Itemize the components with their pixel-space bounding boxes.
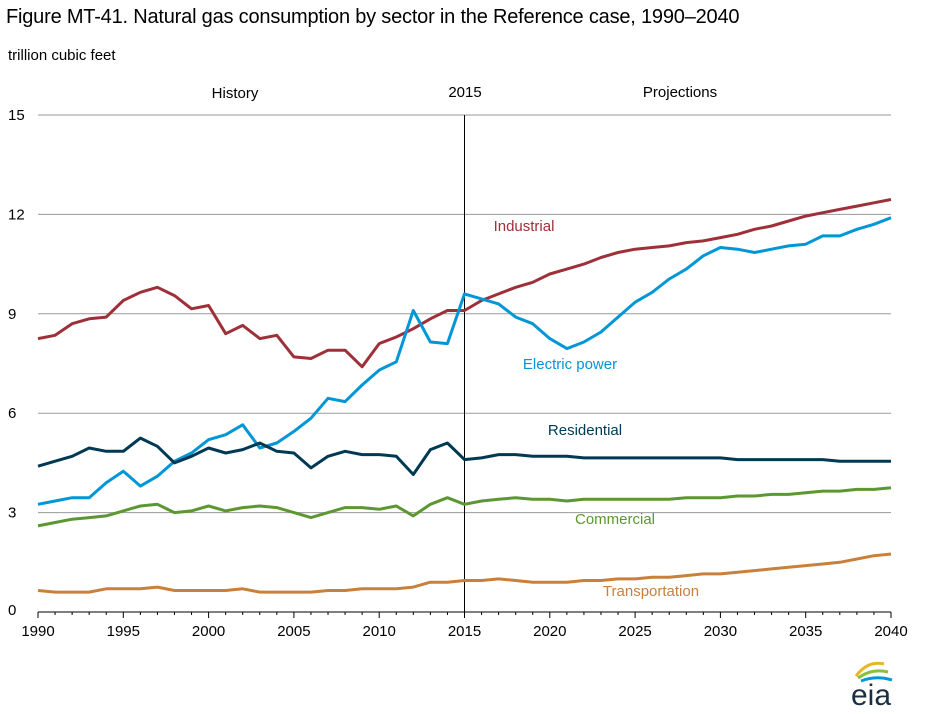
x-tick-label: 2025 <box>618 623 651 640</box>
series-label-commercial: Commercial <box>575 511 655 528</box>
x-tick-label: 2000 <box>192 623 225 640</box>
divider-year-label: 2015 <box>448 84 481 101</box>
series-line-commercial <box>37 486 892 528</box>
series-label-residential: Residential <box>548 422 622 439</box>
series-label-transportation: Transportation <box>603 583 699 600</box>
x-tick-label: 2020 <box>533 623 566 640</box>
series-line-residential <box>37 436 891 476</box>
y-tick-label: 12 <box>8 206 25 223</box>
eia-logo-text: eia <box>851 679 891 712</box>
x-tick-label: 2040 <box>874 623 907 640</box>
x-tick-label: 2005 <box>277 623 310 640</box>
y-tick-label: 0 <box>8 602 16 619</box>
y-tick-label: 9 <box>8 306 16 323</box>
projections-label: Projections <box>643 84 717 101</box>
y-axis-units: trillion cubic feet <box>8 47 116 64</box>
x-tick-label: 1990 <box>21 623 54 640</box>
history-label: History <box>212 85 259 102</box>
sun-rays-icon <box>854 661 893 683</box>
x-tick-label: 1995 <box>107 623 140 640</box>
series-label-electric-power: Electric power <box>523 356 617 373</box>
series-line-transportation <box>37 552 892 594</box>
eia-logo: eia <box>851 661 893 712</box>
x-tick-label: 2035 <box>789 623 822 640</box>
x-tick-label: 2030 <box>704 623 737 640</box>
y-tick-label: 3 <box>8 505 16 522</box>
series-line-electric-power <box>37 216 892 506</box>
x-tick-label: 2015 <box>448 623 481 640</box>
series-line-industrial <box>37 198 892 369</box>
y-tick-label: 15 <box>8 107 25 124</box>
x-tick-label: 2010 <box>363 623 396 640</box>
series-label-industrial: Industrial <box>494 218 555 235</box>
chart-title: Figure MT-41. Natural gas consumption by… <box>6 6 740 28</box>
y-tick-label: 6 <box>8 405 16 422</box>
